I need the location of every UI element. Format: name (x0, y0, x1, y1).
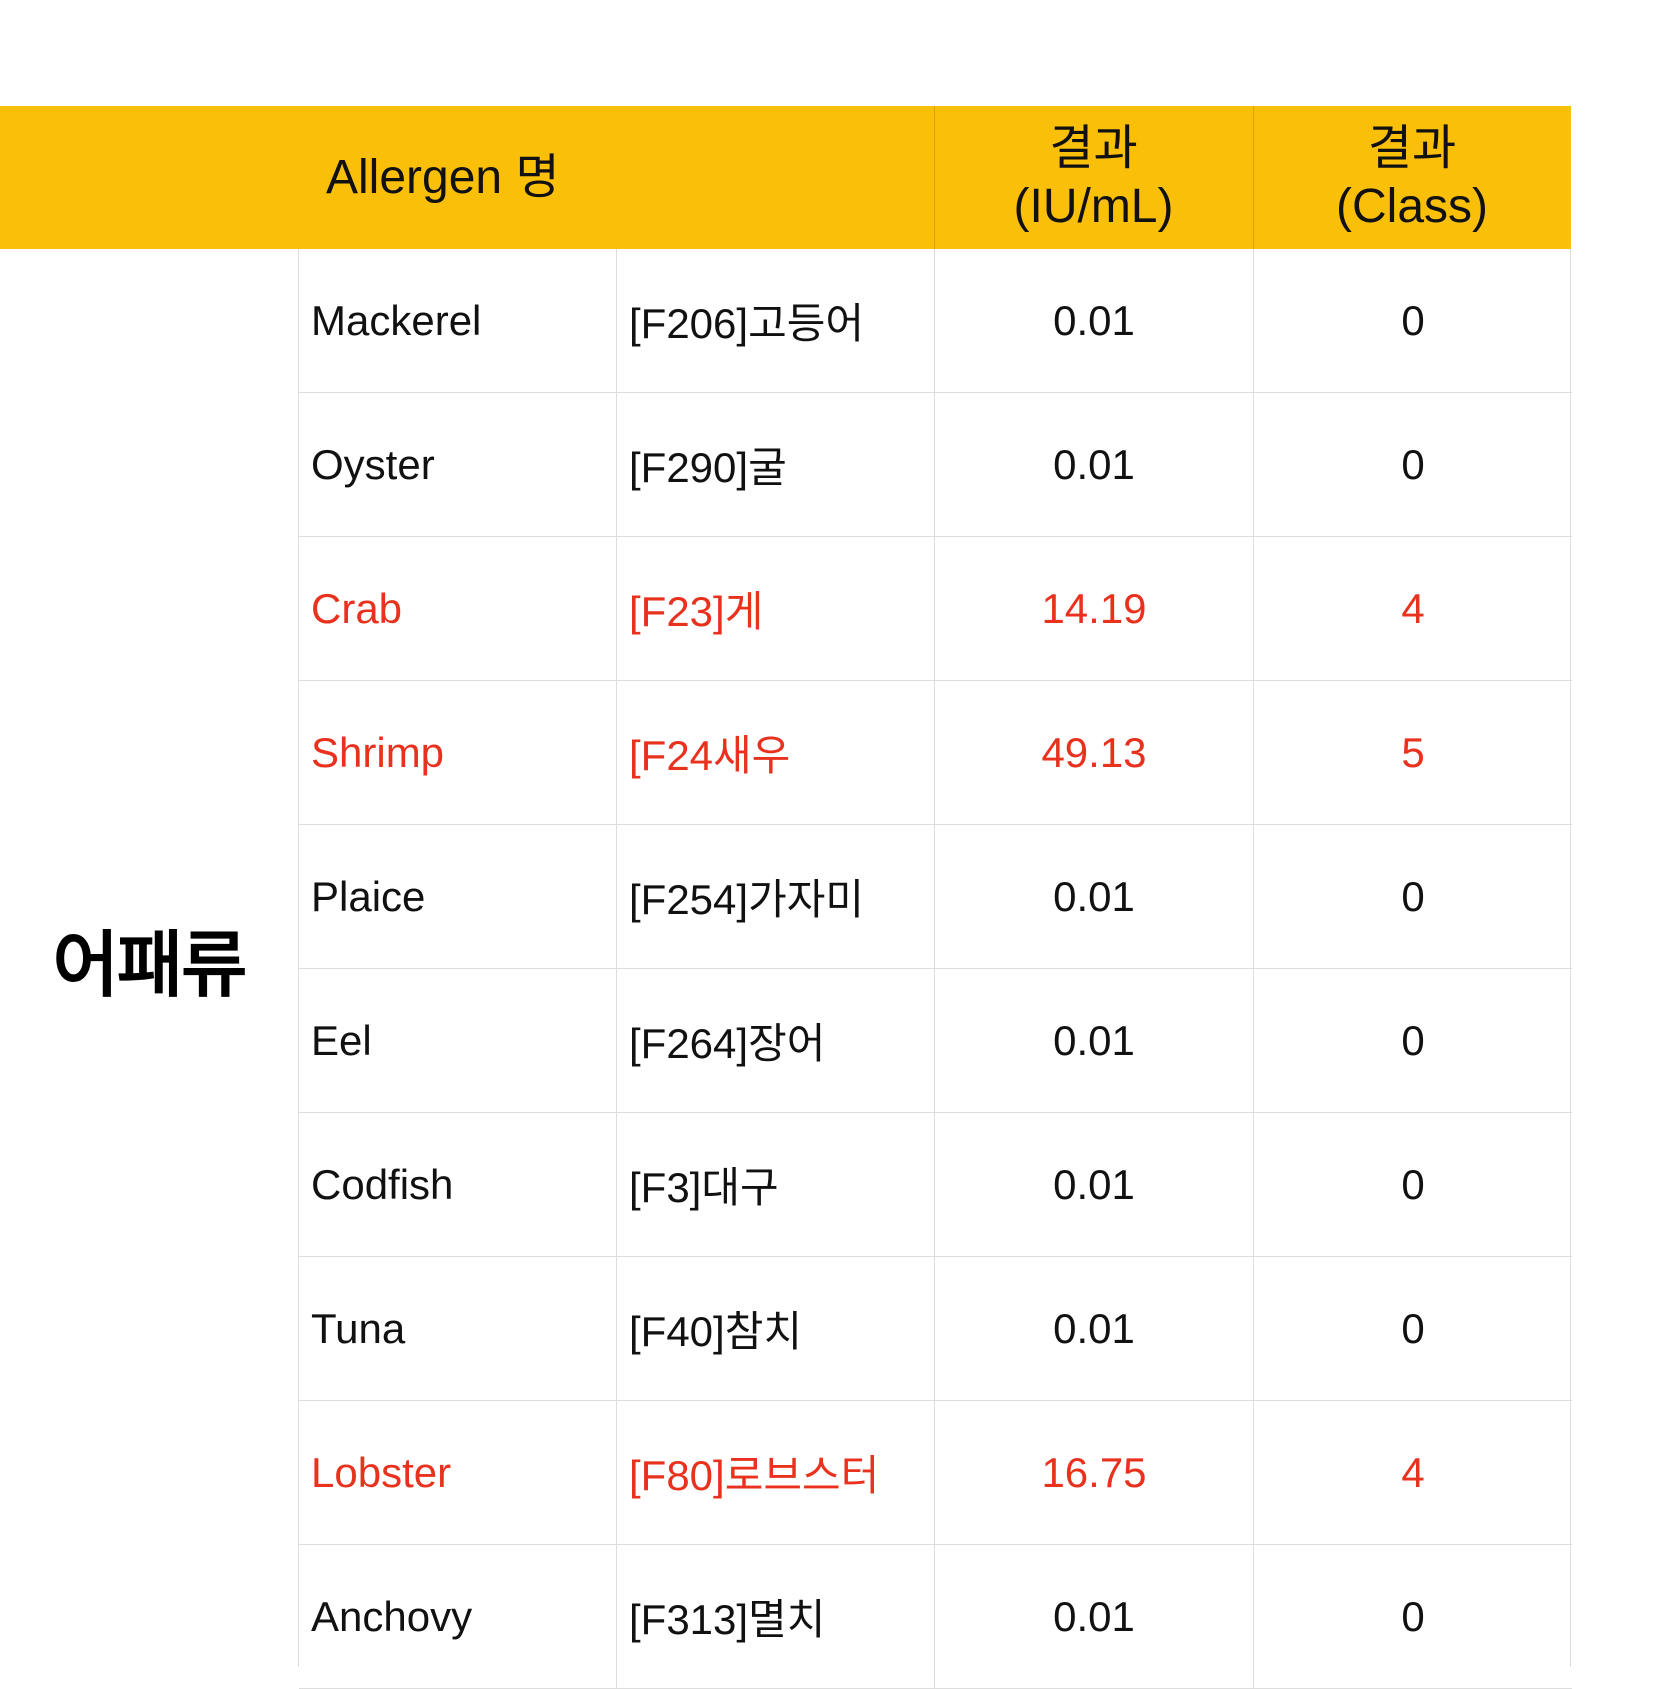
allergen-english-name: Mackerel (299, 249, 617, 392)
allergen-english-name: Crab (299, 537, 617, 680)
header-result-class: 결과 (Class) (1253, 106, 1571, 249)
table-row: Anchovy [F313]멸치 0.01 0 (299, 1545, 1572, 1689)
result-class-value: 4 (1401, 1448, 1425, 1496)
result-class-value: 0 (1401, 440, 1425, 488)
allergen-code-korean: [F3]대구 (617, 1113, 935, 1256)
allergen-english-name: Tuna (299, 1257, 617, 1400)
table-row: Codfish [F3]대구 0.01 0 (299, 1113, 1572, 1257)
allergen-english-name: Plaice (299, 825, 617, 968)
result-iu-value: 0.01 (935, 249, 1254, 392)
allergen-code-korean: [F206]고등어 (617, 249, 935, 392)
table-row: Oyster [F290]굴 0.01 0 (299, 393, 1572, 537)
result-iu-value: 0.01 (935, 1113, 1254, 1256)
result-iu-value: 0.01 (935, 393, 1254, 536)
result-class-value: 0 (1401, 1592, 1425, 1640)
table-row: Lobster [F80]로브스터 16.75 4 (299, 1401, 1572, 1545)
result-iu-value: 0.01 (935, 969, 1254, 1112)
result-class-value: 0 (1401, 1160, 1425, 1208)
table-row: Shrimp [F24새우 49.13 5 (299, 681, 1572, 825)
table-row: Mackerel [F206]고등어 0.01 0 (299, 249, 1572, 393)
allergen-english-name: Oyster (299, 393, 617, 536)
header-divider (1253, 106, 1254, 249)
allergen-english-name: Shrimp (299, 681, 617, 824)
allergen-code-korean: [F290]굴 (617, 393, 935, 536)
allergen-code-korean: [F40]참치 (617, 1257, 935, 1400)
result-iu-value: 0.01 (935, 825, 1254, 968)
header-result-iu: 결과 (IU/mL) (934, 106, 1253, 249)
result-class-value: 4 (1401, 584, 1425, 632)
result-iu-value: 0.01 (935, 1545, 1254, 1688)
table-row: Tuna [F40]참치 0.01 0 (299, 1257, 1572, 1401)
header-divider (934, 106, 935, 249)
result-iu-value: 0.01 (935, 1257, 1254, 1400)
allergen-code-korean: [F254]가자미 (617, 825, 935, 968)
allergen-code-korean: [F313]멸치 (617, 1545, 935, 1688)
result-iu-value: 16.75 (935, 1401, 1254, 1544)
header-result-class-line2: (Class) (1336, 179, 1488, 233)
table-row: Crab [F23]게 14.19 4 (299, 537, 1572, 681)
result-iu-value: 49.13 (935, 681, 1254, 824)
category-label: 어패류 (52, 922, 248, 1007)
result-iu-value: 14.19 (935, 537, 1254, 680)
allergen-english-name: Lobster (299, 1401, 617, 1544)
header-allergen-name: Allergen 명 (0, 106, 934, 249)
allergen-table-body: Mackerel [F206]고등어 0.01 0 Oyster [F290]굴… (298, 249, 1572, 1689)
result-class-value: 0 (1401, 872, 1425, 920)
result-class-value: 5 (1401, 728, 1425, 776)
allergen-code-korean: [F264]장어 (617, 969, 935, 1112)
allergen-english-name: Eel (299, 969, 617, 1112)
result-class-value: 0 (1401, 1304, 1425, 1352)
header-result-iu-line1: 결과 (1049, 121, 1138, 175)
allergen-english-name: Codfish (299, 1113, 617, 1256)
header-result-iu-line2: (IU/mL) (1013, 179, 1174, 233)
allergen-code-korean: [F23]게 (617, 537, 935, 680)
table-row: Plaice [F254]가자미 0.01 0 (299, 825, 1572, 969)
table-row: Eel [F264]장어 0.01 0 (299, 969, 1572, 1113)
table-header: Allergen 명 결과 (IU/mL) 결과 (Class) (0, 106, 1571, 249)
allergen-english-name: Anchovy (299, 1545, 617, 1688)
result-class-value: 0 (1401, 296, 1425, 344)
result-class-value: 0 (1401, 1016, 1425, 1064)
allergen-code-korean: [F80]로브스터 (617, 1401, 935, 1544)
header-result-class-line1: 결과 (1367, 121, 1457, 175)
header-allergen-name-label: Allergen 명 (326, 150, 560, 204)
allergen-code-korean: [F24새우 (617, 681, 935, 824)
